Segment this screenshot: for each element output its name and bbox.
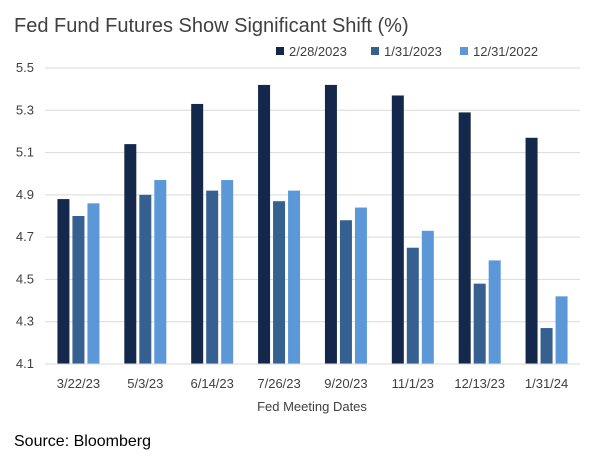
bar-5/3/23-series-3 xyxy=(154,180,167,364)
bar-7/26/23-series-3 xyxy=(288,190,301,364)
bar-3/22/23-series-1 xyxy=(57,199,70,364)
y-tick-label: 4.7 xyxy=(16,229,34,244)
legend-label-3: 12/31/2022 xyxy=(473,44,538,59)
bar-5/3/23-series-2 xyxy=(139,194,152,364)
x-axis-title: Fed Meeting Dates xyxy=(257,399,367,414)
legend-swatch-2 xyxy=(371,47,379,55)
bar-7/26/23-series-2 xyxy=(273,201,286,364)
bar-6/14/23-series-2 xyxy=(206,190,219,364)
y-tick-label: 5.5 xyxy=(16,60,34,75)
x-tick-label: 12/13/23 xyxy=(454,376,505,391)
bar-6/14/23-series-1 xyxy=(191,103,204,364)
bar-9/20/23-series-1 xyxy=(324,84,337,365)
y-axis-ticks: 4.1 4.3 4.5 4.7 4.9 5.1 5.3 5.5 xyxy=(16,60,34,371)
y-tick-label: 4.9 xyxy=(16,187,34,202)
x-tick-label: 5/3/23 xyxy=(127,376,163,391)
y-tick-label: 4.5 xyxy=(16,271,34,286)
legend: 2/28/2023 1/31/2023 12/31/2022 xyxy=(276,44,538,59)
x-tick-label: 1/31/24 xyxy=(525,376,568,391)
legend-label-1: 2/28/2023 xyxy=(289,44,347,59)
x-tick-label: 9/20/23 xyxy=(324,376,367,391)
chart-title: Fed Fund Futures Show Significant Shift … xyxy=(14,15,409,37)
bar-1/31/24-series-3 xyxy=(555,296,568,364)
legend-swatch-3 xyxy=(460,47,468,55)
y-tick-label: 4.3 xyxy=(16,314,34,329)
bar-5/3/23-series-1 xyxy=(124,144,137,364)
y-tick-label: 5.1 xyxy=(16,145,34,160)
legend-swatch-1 xyxy=(276,47,284,55)
x-tick-label: 3/22/23 xyxy=(57,376,100,391)
legend-item-1: 2/28/2023 xyxy=(276,44,347,59)
legend-item-3: 12/31/2022 xyxy=(460,44,538,59)
bar-11/1/23-series-3 xyxy=(421,230,434,364)
legend-label-2: 1/31/2023 xyxy=(384,44,442,59)
bar-12/13/23-series-1 xyxy=(458,112,471,365)
bar-6/14/23-series-3 xyxy=(221,180,234,364)
bar-12/13/23-series-3 xyxy=(488,260,501,364)
source-note: Source: Bloomberg xyxy=(14,433,151,450)
bar-11/1/23-series-1 xyxy=(391,95,404,364)
bar-7/26/23-series-1 xyxy=(258,84,271,365)
x-axis-ticks: 3/22/23 5/3/23 6/14/23 7/26/23 9/20/23 11/1/2… xyxy=(57,376,569,391)
bar-9/20/23-series-2 xyxy=(339,220,352,364)
y-tick-label: 5.3 xyxy=(16,102,34,117)
legend-item-2: 1/31/2023 xyxy=(371,44,442,59)
bars xyxy=(57,84,568,365)
bar-11/1/23-series-2 xyxy=(406,247,419,364)
x-tick-label: 7/26/23 xyxy=(257,376,300,391)
bar-1/31/24-series-2 xyxy=(540,328,553,364)
y-tick-label: 4.1 xyxy=(16,356,34,371)
bar-12/13/23-series-2 xyxy=(473,283,486,364)
x-tick-label: 6/14/23 xyxy=(191,376,234,391)
bar-9/20/23-series-3 xyxy=(354,207,367,364)
bar-3/22/23-series-2 xyxy=(72,216,85,364)
bar-3/22/23-series-3 xyxy=(87,203,100,364)
x-tick-label: 11/1/23 xyxy=(392,376,434,391)
bar-1/31/24-series-1 xyxy=(525,137,538,364)
